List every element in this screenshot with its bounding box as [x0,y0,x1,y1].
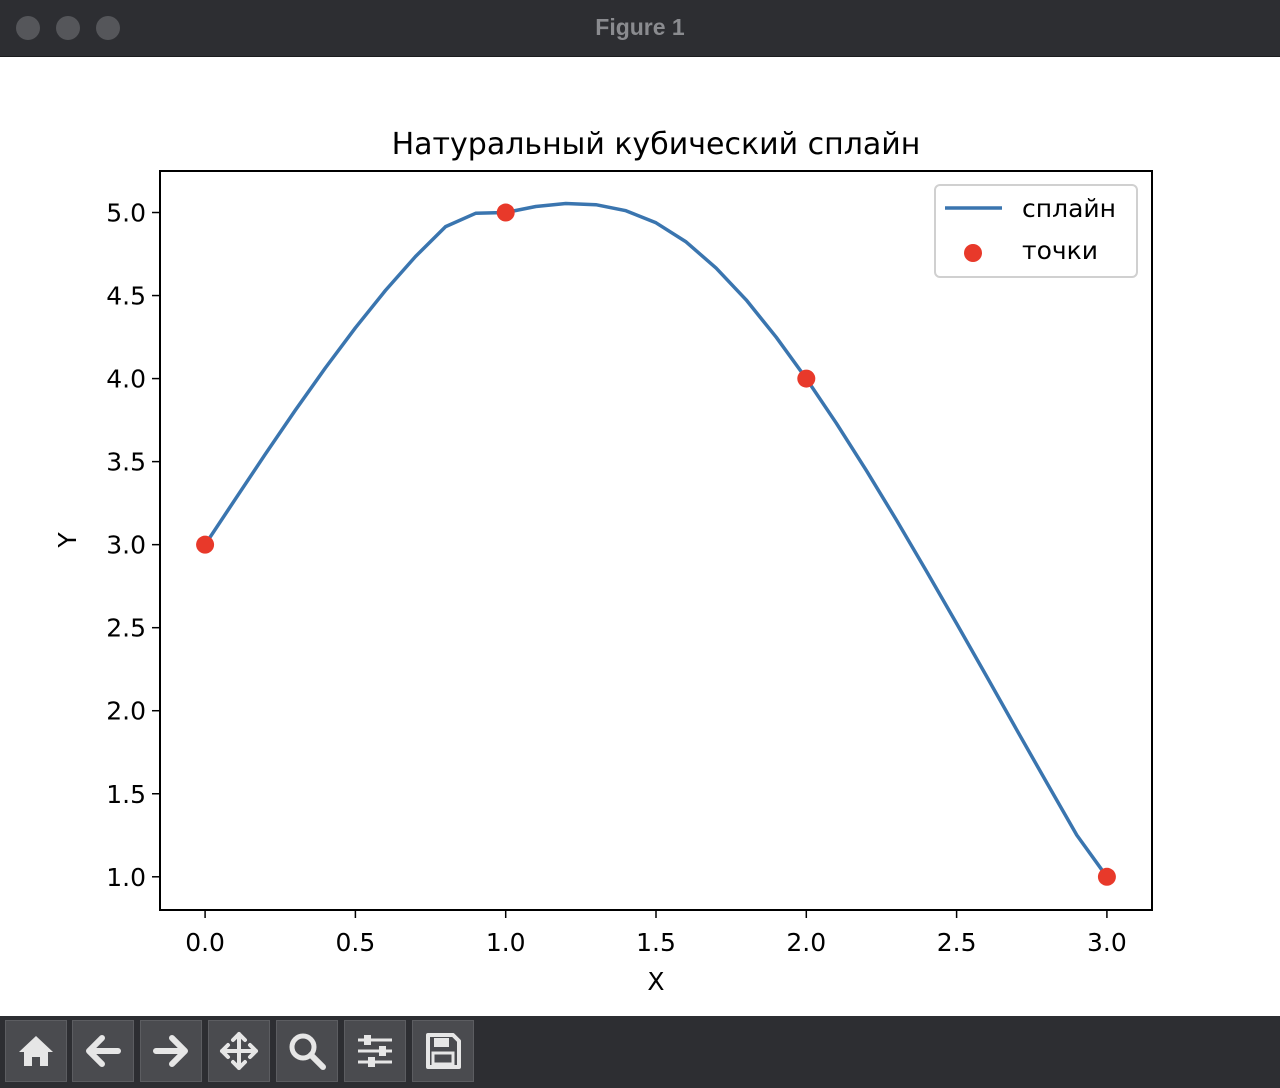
y-tick-label: 2.0 [106,697,146,726]
zoom-button[interactable] [276,1020,338,1082]
window-title: Figure 1 [595,14,685,40]
y-tick-label: 4.5 [106,282,146,311]
back-button[interactable] [72,1020,134,1082]
legend: сплайн точки [934,184,1138,278]
y-tick-label: 5.0 [106,199,146,228]
window-titlebar: Figure 1 [0,0,1280,57]
y-tick-label: 2.5 [106,614,146,643]
legend-label-points: точки [1022,236,1098,265]
data-point [1097,867,1116,886]
legend-point-swatch [964,244,982,262]
minimize-window-button[interactable] [56,16,80,40]
x-tick-label: 2.0 [786,928,826,957]
y-tick-label: 1.0 [106,863,146,892]
zoom-window-button[interactable] [96,16,120,40]
floppy-disk-icon [426,1033,461,1069]
y-axis-label: Y [53,532,82,549]
save-button[interactable] [412,1020,474,1082]
figure-canvas: Натуральный кубический сплайн 0.0 0.5 1.0 1… [0,57,1280,1016]
axes-frame [159,170,1153,911]
navigation-toolbar [0,1016,1280,1088]
arrow-left-icon [86,1035,121,1067]
y-tick-label: 3.5 [106,448,146,477]
chart: Натуральный кубический сплайн 0.0 0.5 1.0 1… [53,127,1153,996]
close-window-button[interactable] [16,16,40,40]
configure-subplots-button[interactable] [344,1020,406,1082]
x-tick-label: 3.0 [1087,928,1127,957]
sliders-icon [358,1035,392,1067]
move-icon [220,1032,258,1070]
legend-label-spline: сплайн [1022,194,1116,223]
x-tick-label: 0.5 [336,928,376,957]
spline-line [203,201,1109,878]
arrow-right-icon [153,1035,188,1067]
y-tick-label: 4.0 [106,365,146,394]
home-button[interactable] [5,1020,67,1082]
home-icon [19,1036,53,1066]
x-tick-label: 1.0 [486,928,526,957]
y-tick-label: 1.5 [106,780,146,809]
x-axis-label: X [647,967,664,996]
forward-button[interactable] [140,1020,202,1082]
x-tick-label: 2.5 [937,928,977,957]
pan-button[interactable] [208,1020,270,1082]
magnifier-icon [289,1033,326,1070]
data-point [196,535,215,554]
data-point [496,203,515,222]
x-tick-label: 1.5 [636,928,676,957]
y-tick-label: 3.0 [106,531,146,560]
data-point [797,369,816,388]
x-tick-label: 0.0 [185,928,225,957]
chart-title: Натуральный кубический сплайн [392,127,921,162]
